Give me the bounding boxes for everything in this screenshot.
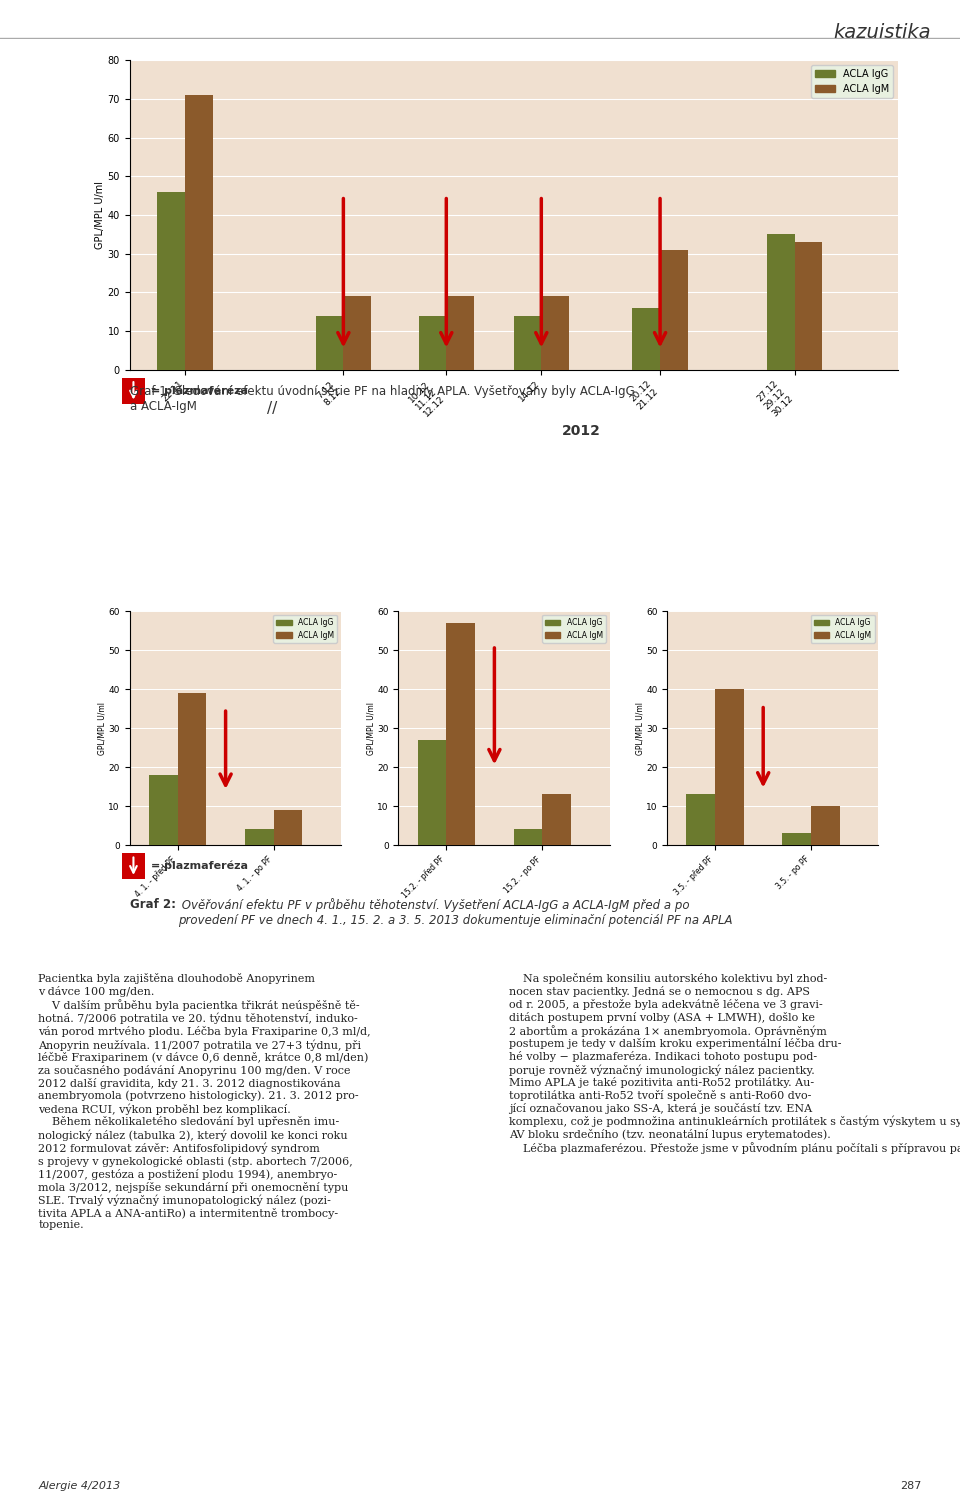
Text: Graf 1: Sledování efektu úvodní série PF na hladiny APLA. Vyšetřovány byly ACLA-: Graf 1: Sledování efektu úvodní série PF… <box>130 385 635 413</box>
Text: Graf 2:: Graf 2: <box>130 898 176 911</box>
Text: 287: 287 <box>900 1480 922 1491</box>
Bar <box>274 810 302 845</box>
Bar <box>633 308 660 370</box>
Legend: ACLA IgG, ACLA IgM: ACLA IgG, ACLA IgM <box>811 616 875 643</box>
Bar <box>418 739 446 845</box>
Bar <box>514 315 541 370</box>
Legend: ACLA IgG, ACLA IgM: ACLA IgG, ACLA IgM <box>811 65 893 98</box>
Bar <box>795 241 823 370</box>
Text: = plazmaferéza: = plazmaferéza <box>151 386 248 395</box>
Bar <box>542 794 571 845</box>
Bar <box>245 830 274 845</box>
Bar <box>157 192 185 370</box>
Bar <box>782 833 811 845</box>
Bar <box>715 690 744 845</box>
Bar <box>178 693 206 845</box>
Y-axis label: GPL/MPL U/ml: GPL/MPL U/ml <box>636 702 644 754</box>
Bar <box>344 296 372 370</box>
Bar <box>686 794 715 845</box>
Bar <box>541 296 569 370</box>
Bar <box>316 315 344 370</box>
Text: = plazmaferéza: = plazmaferéza <box>151 862 248 871</box>
Bar <box>660 250 687 370</box>
Y-axis label: GPL/MPL U/ml: GPL/MPL U/ml <box>95 181 105 249</box>
Bar <box>446 296 474 370</box>
Text: Alergie 4/2013: Alergie 4/2013 <box>38 1480 121 1491</box>
Text: Ověřování efektu PF v průběhu těhotenství. Vyšetření ACLA-IgG a ACLA-IgM před a : Ověřování efektu PF v průběhu těhotenstv… <box>178 898 732 927</box>
Legend: ACLA IgG, ACLA IgM: ACLA IgG, ACLA IgM <box>542 616 606 643</box>
Bar <box>767 234 795 370</box>
Bar <box>514 830 542 845</box>
Text: Pacientka byla zajištěna dlouhodobě Anopyrinem
v dávce 100 mg/den.
    V dalším : Pacientka byla zajištěna dlouhodobě Anop… <box>38 973 371 1230</box>
Bar <box>185 95 213 370</box>
Text: Na společném konsiliu autorského kolektivu byl zhod-
nocen stav pacientky. Jedná: Na společném konsiliu autorského kolekti… <box>509 973 960 1154</box>
Text: //: // <box>267 400 277 415</box>
Bar <box>419 315 446 370</box>
Y-axis label: GPL/MPL U/ml: GPL/MPL U/ml <box>367 702 375 754</box>
Bar <box>811 806 840 845</box>
FancyBboxPatch shape <box>122 853 145 880</box>
Legend: ACLA IgG, ACLA IgM: ACLA IgG, ACLA IgM <box>274 616 337 643</box>
Text: 2012: 2012 <box>562 424 600 438</box>
Y-axis label: GPL/MPL U/ml: GPL/MPL U/ml <box>98 702 107 754</box>
Bar <box>446 623 475 845</box>
FancyBboxPatch shape <box>122 377 145 404</box>
Text: kazuistika: kazuistika <box>833 23 931 42</box>
Bar <box>149 776 178 845</box>
